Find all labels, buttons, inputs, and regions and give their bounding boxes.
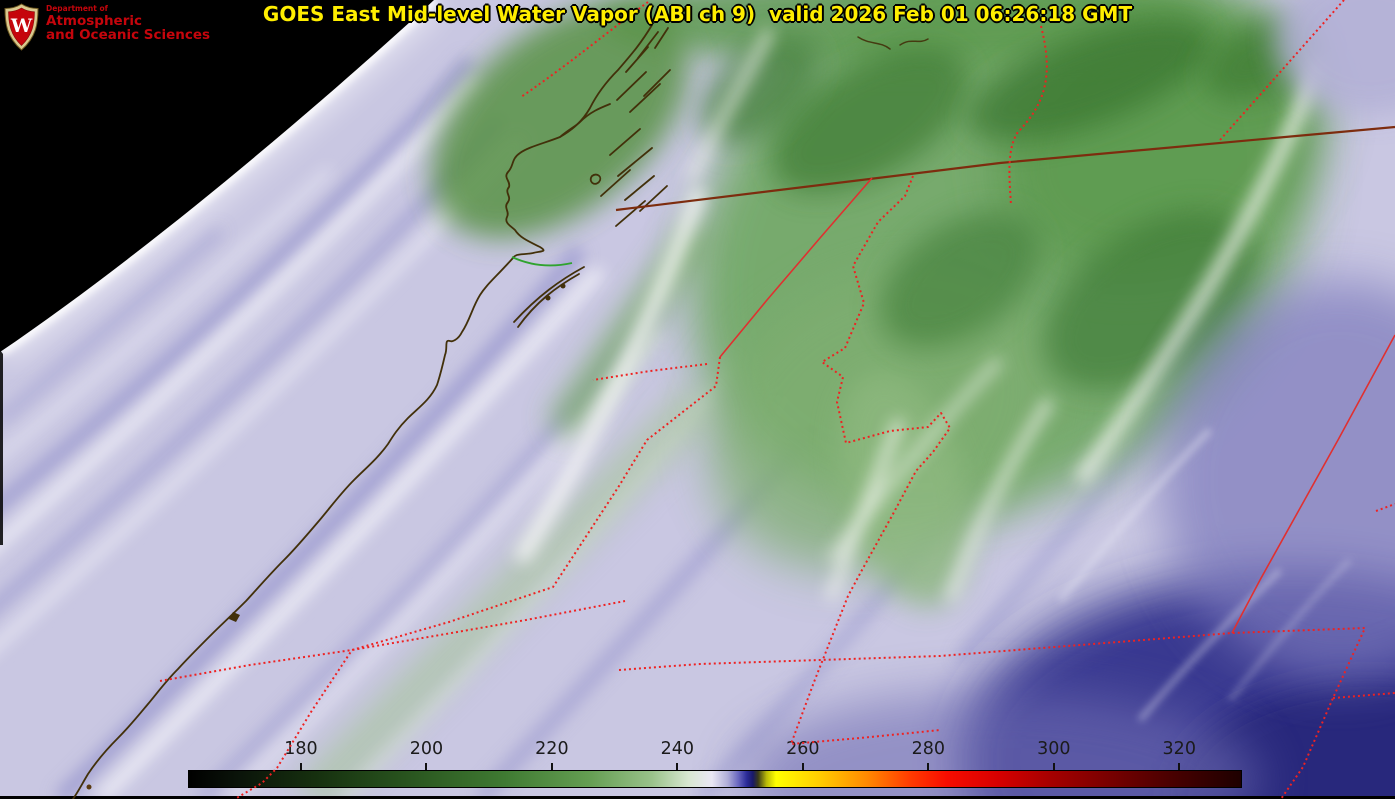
boundary-dotted-10 xyxy=(592,363,708,381)
colorbar-tick xyxy=(550,763,553,770)
image-title: GOES East Mid-level Water Vapor (ABI ch … xyxy=(262,2,1133,26)
boundary-dotted-4 xyxy=(790,175,951,745)
boundary-dotted-6 xyxy=(159,600,626,682)
image-bottom-edge xyxy=(0,796,1395,799)
logo-line-2: and Oceanic Sciences xyxy=(46,27,211,43)
thin-wisps xyxy=(1057,427,1352,722)
boundary-solid-east xyxy=(1231,334,1395,634)
colorbar-tick-label: 180 xyxy=(284,739,318,759)
colorbar-tick xyxy=(1178,763,1181,770)
colorbar-tick-label: 280 xyxy=(911,739,945,759)
boundary-dotted-9 xyxy=(1375,503,1395,512)
colorbar-tick xyxy=(299,763,302,770)
boundary-dotted-2 xyxy=(1008,25,1048,206)
colorbar-tick-label: 260 xyxy=(786,739,820,759)
boundary-dotted-1 xyxy=(520,1,649,98)
earth-limb xyxy=(0,0,443,545)
colorbar-tick-label: 220 xyxy=(535,739,569,759)
boundary-dotted-8 xyxy=(1332,692,1395,699)
boundary-dotted-7 xyxy=(618,627,1366,799)
logo-line-1: Atmospheric xyxy=(46,12,142,29)
crest-letter: W xyxy=(10,15,33,37)
dotted-boundaries xyxy=(159,0,1395,799)
green-boundary-line xyxy=(511,256,573,267)
colorbar-tick xyxy=(1052,763,1055,770)
colorbar-tick-label: 240 xyxy=(660,739,695,759)
cloud-fringes xyxy=(513,27,1327,602)
colorbar-tick xyxy=(425,763,428,770)
colorbar-tick xyxy=(676,763,679,770)
logo-dept-of: Department of xyxy=(46,4,108,13)
uw-crest-icon: W xyxy=(4,3,39,51)
colorbar-tick-label: 300 xyxy=(1037,739,1071,759)
dry-corner-topright xyxy=(1275,0,1395,115)
space-region xyxy=(0,0,434,352)
colorbar-tick xyxy=(801,763,804,770)
colorbar-gradient xyxy=(188,770,1242,788)
international-border-line xyxy=(615,125,1395,212)
coastline xyxy=(72,24,929,799)
boundary-dotted-5 xyxy=(234,356,721,799)
solid-red-boundaries xyxy=(719,177,1395,634)
uw-aos-logo: W Department of Atmospheric and Oceanic … xyxy=(3,3,210,51)
colorbar-tick xyxy=(927,763,930,770)
colorbar-tick-label: 320 xyxy=(1162,739,1196,759)
colorbar-tick-label: 200 xyxy=(409,739,444,759)
boundary-dotted-3 xyxy=(1219,0,1345,141)
boundary-solid-west xyxy=(719,177,873,358)
